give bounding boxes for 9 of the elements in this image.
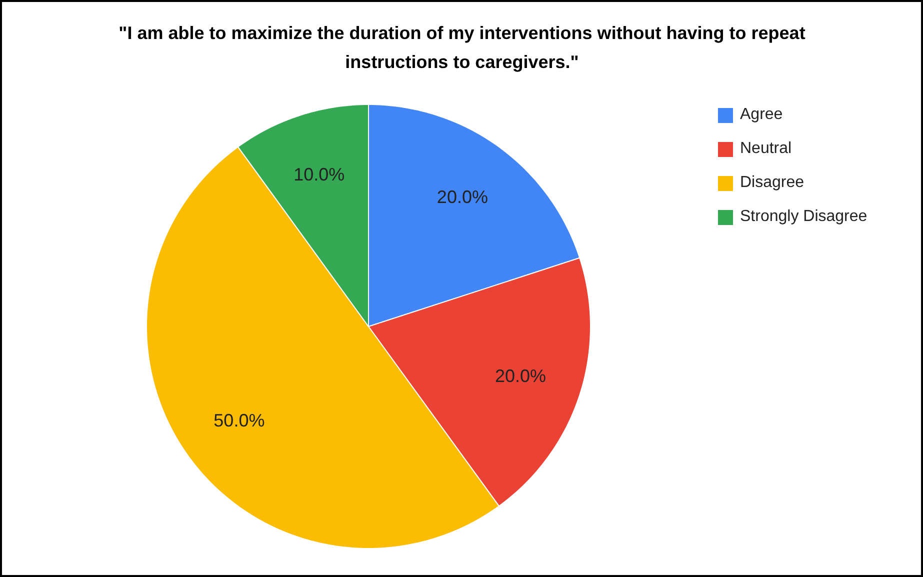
legend-label: Agree (740, 106, 783, 124)
legend-label: Neutral (740, 140, 792, 158)
data-label: 50.0% (214, 410, 265, 430)
legend-label: Strongly Disagree (740, 208, 868, 226)
data-label: 20.0% (436, 187, 488, 208)
legend-label: Disagree (740, 174, 804, 192)
chart-title: "I am able to maximize the duration of my interventions without having to repeat instructions to caregivers." (118, 23, 806, 72)
data-label: 10.0% (294, 164, 345, 184)
data-label: 20.0% (495, 366, 546, 386)
